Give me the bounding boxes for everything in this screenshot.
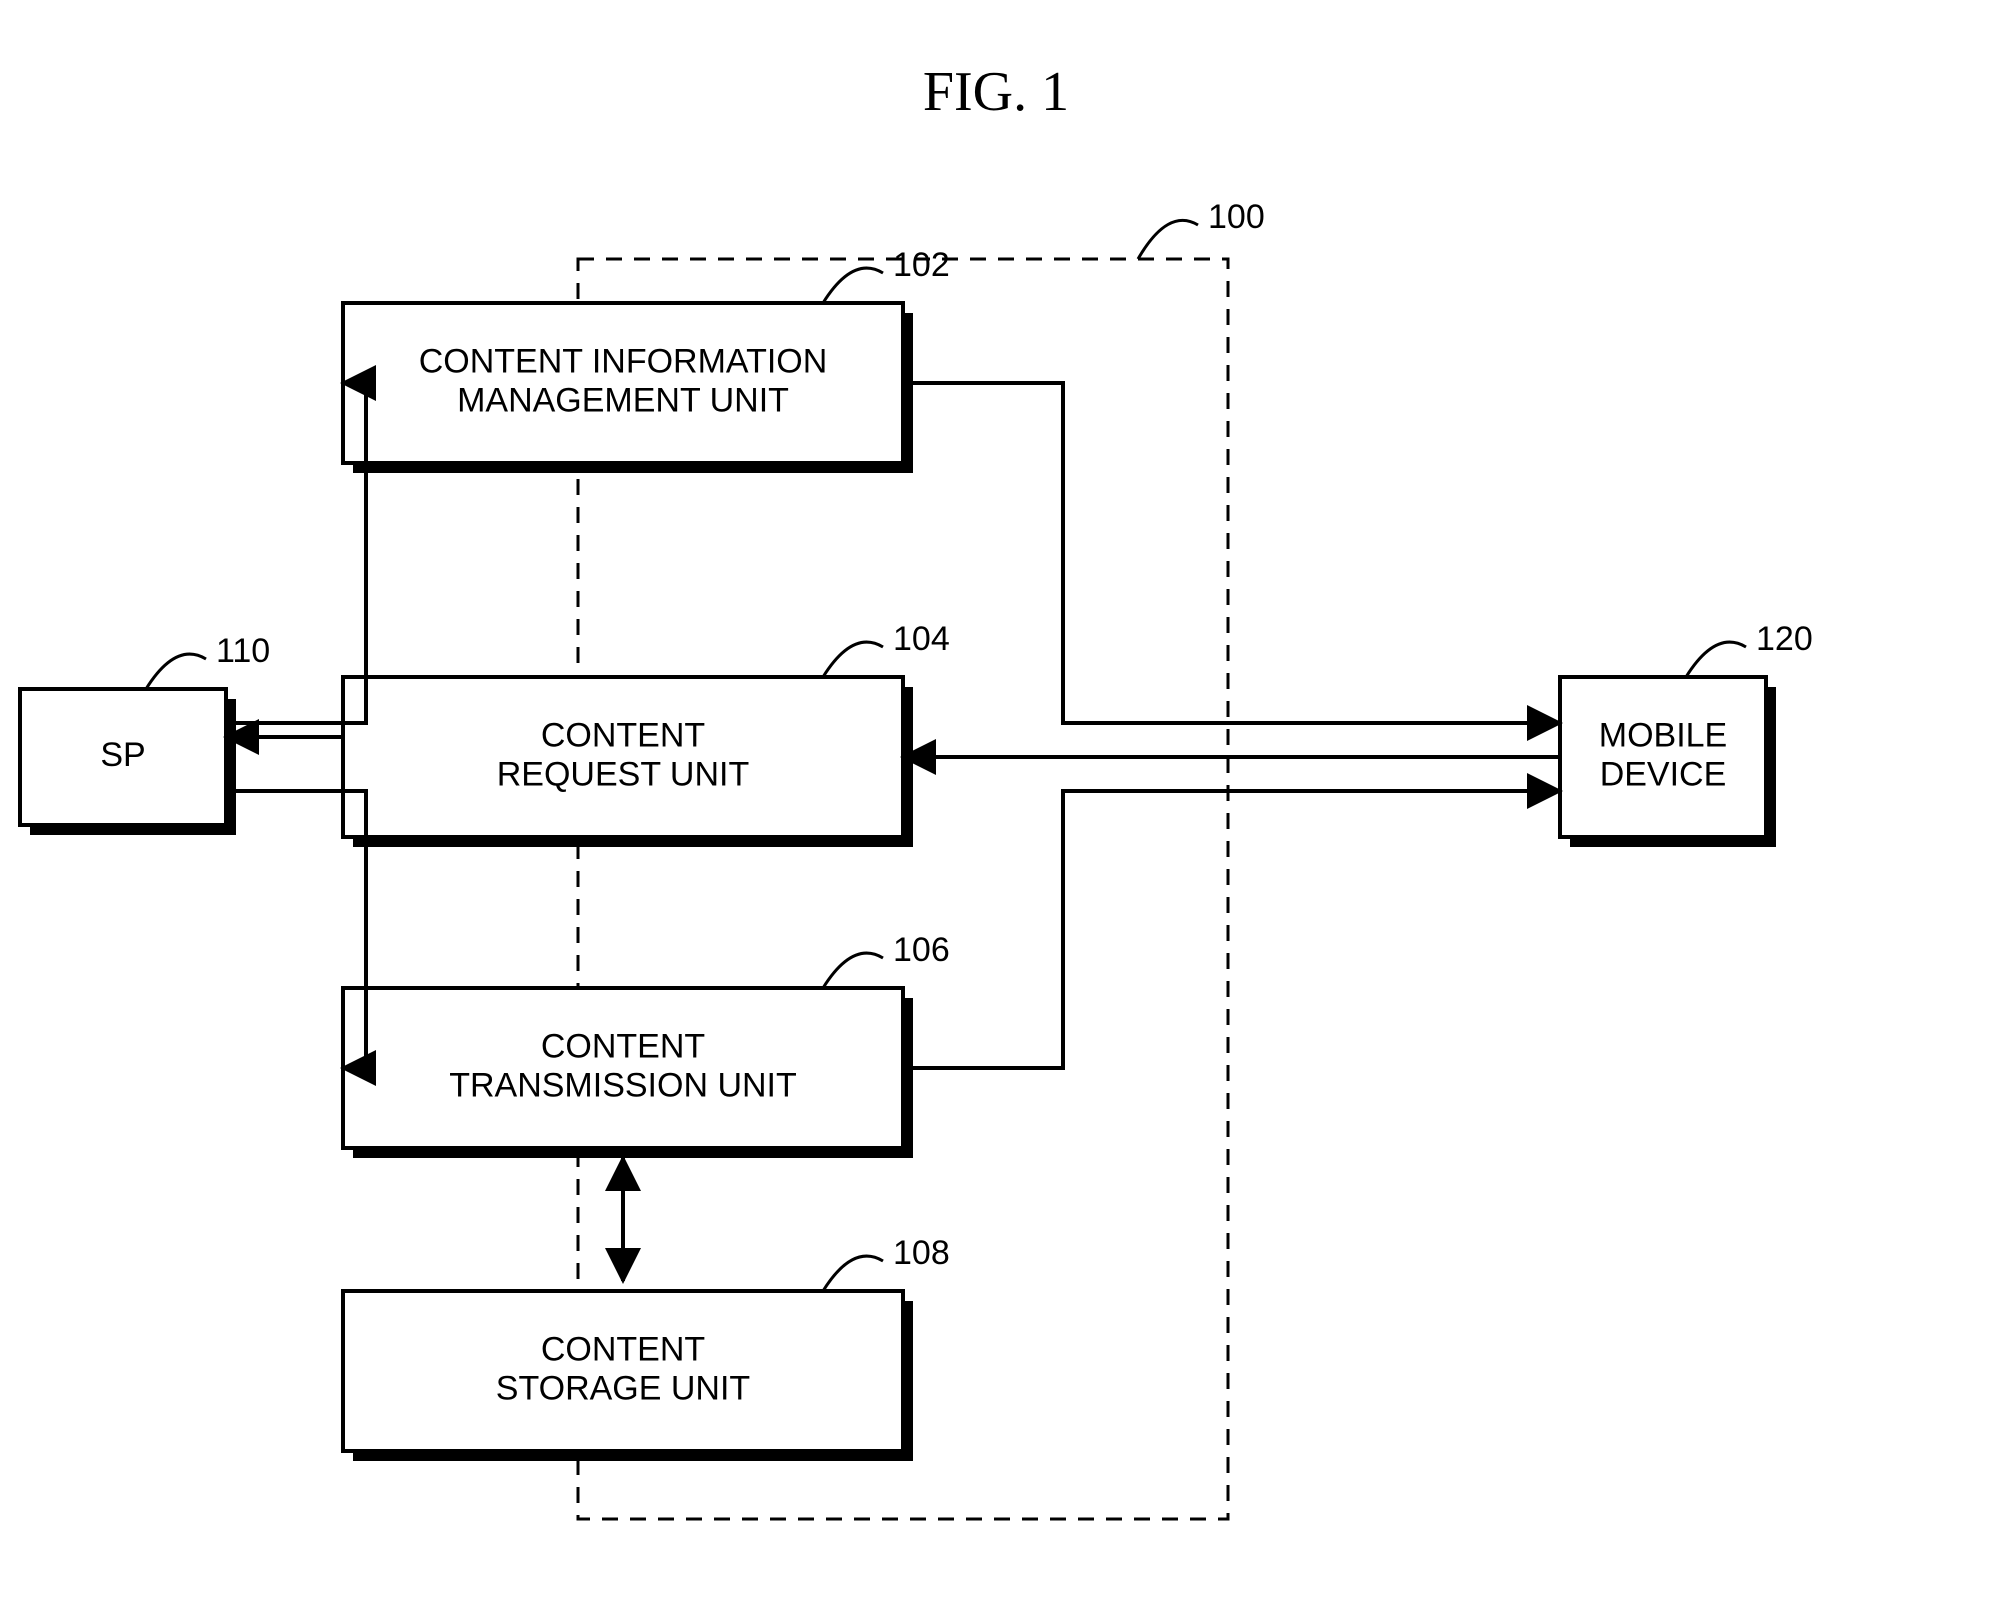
ref-sp: 110 [216,632,270,670]
ref-mobile: 120 [1756,620,1813,658]
label-sp: SP [100,736,145,774]
label-mobile: MOBILEDEVICE [1599,716,1727,793]
ref-info_mgmt: 102 [893,246,950,284]
label-info_mgmt: CONTENT INFORMATIONMANAGEMENT UNIT [419,342,828,419]
ref-100: 100 [1208,198,1265,236]
figure-title: FIG. 1 [923,61,1069,123]
ref-request: 104 [893,620,950,658]
ref-storage: 108 [893,1234,950,1272]
ref-transmission: 106 [893,931,950,969]
